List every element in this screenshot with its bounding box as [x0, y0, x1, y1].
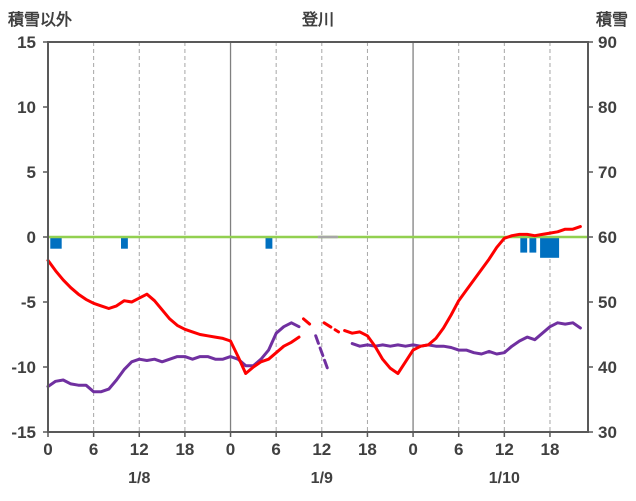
- right-axis-tick-label: 70: [598, 163, 617, 182]
- day-label: 1/9: [311, 470, 333, 487]
- right-axis-title: 積雪: [595, 12, 628, 29]
- left-axis-tick-label: 10: [17, 98, 36, 117]
- purple-line: [46, 321, 301, 394]
- right-axis-tick-label: 90: [598, 33, 617, 52]
- red-line: [46, 258, 301, 375]
- right-axis-tick-label: 30: [598, 423, 617, 442]
- x-axis-tick-label: 6: [454, 440, 463, 459]
- x-axis-tick-label: 0: [408, 440, 417, 459]
- precip-bar: [50, 237, 62, 249]
- x-axis-tick-label: 6: [271, 440, 280, 459]
- right-axis-tick-label: 60: [598, 228, 617, 247]
- x-axis-tick-label: 0: [43, 440, 52, 459]
- left-axis-title: 積雪以外: [8, 12, 73, 29]
- left-axis-tick-label: 15: [17, 33, 36, 52]
- x-axis-tick-label: 18: [541, 440, 560, 459]
- x-axis-tick-label: 12: [495, 440, 514, 459]
- x-axis-tick-label: 6: [89, 440, 98, 459]
- purple-line: [350, 321, 582, 356]
- precip-bar: [540, 237, 560, 258]
- left-axis-tick-label: -15: [11, 423, 36, 442]
- left-axis-tick-label: -5: [21, 293, 36, 312]
- left-axis-tick-label: -10: [11, 358, 36, 377]
- red-line: [322, 321, 340, 334]
- day-label: 1/8: [128, 470, 150, 487]
- x-axis-tick-label: 12: [312, 440, 331, 459]
- x-axis-tick-label: 18: [358, 440, 377, 459]
- x-axis-tick-label: 12: [130, 440, 149, 459]
- right-axis-tick-label: 40: [598, 358, 617, 377]
- right-axis-tick-label: 80: [598, 98, 617, 117]
- chart-title: 登川: [301, 12, 334, 29]
- precip-bar: [121, 237, 128, 249]
- precip-bar: [520, 237, 528, 253]
- purple-line: [314, 334, 330, 372]
- precip-bar: [529, 237, 537, 253]
- red-line: [343, 225, 582, 375]
- day-label: 1/10: [489, 470, 520, 487]
- red-line: [302, 317, 313, 327]
- x-axis-tick-label: 18: [175, 440, 194, 459]
- x-axis-tick-label: 0: [226, 440, 235, 459]
- left-axis-tick-label: 5: [27, 163, 36, 182]
- left-axis-tick-label: 0: [27, 228, 36, 247]
- right-axis-tick-label: 50: [598, 293, 617, 312]
- precip-bar: [265, 237, 273, 249]
